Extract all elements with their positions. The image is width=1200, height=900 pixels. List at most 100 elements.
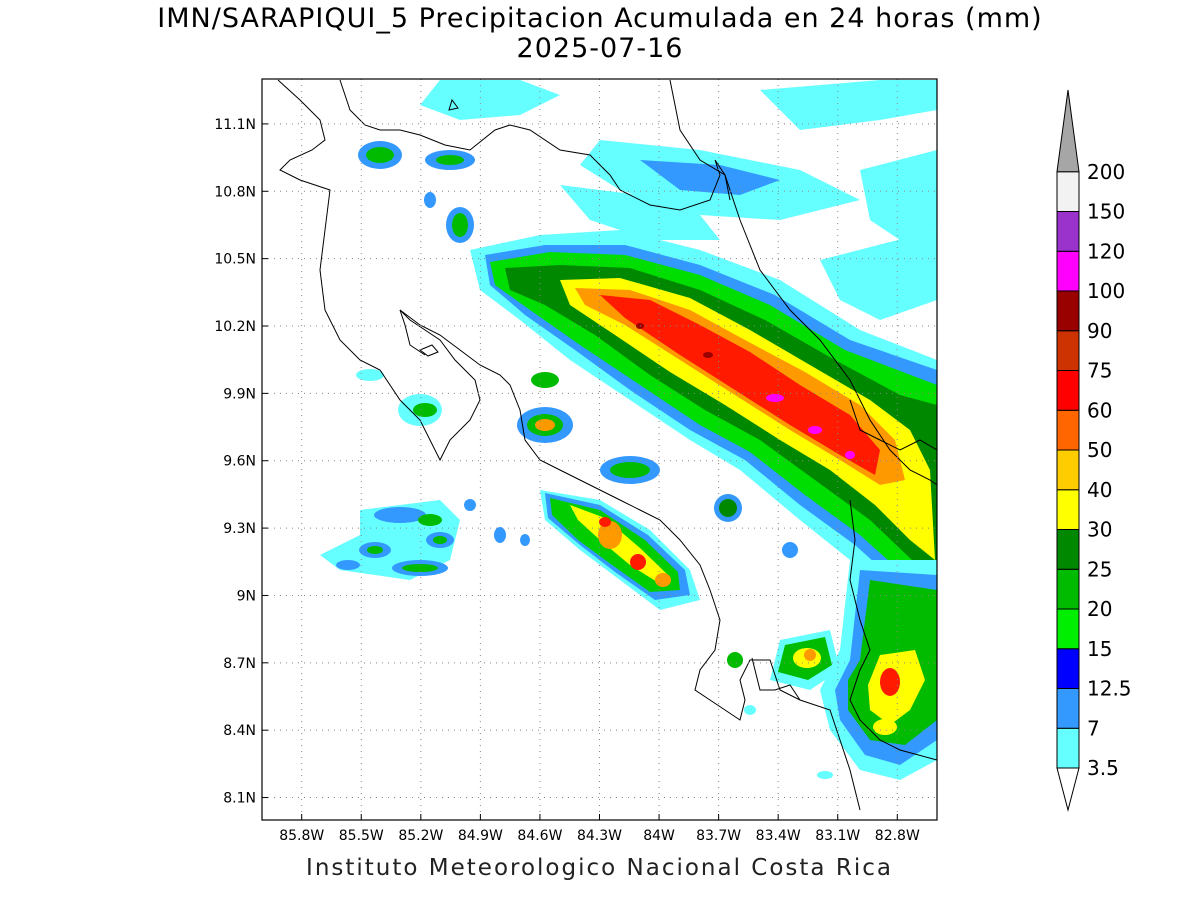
precip-area-darkgreen [505, 265, 937, 570]
lon-tick-label: 84.6W [517, 828, 562, 844]
lon-tick-label: 84.9W [458, 828, 503, 844]
lat-tick-label: 10.2N [214, 319, 256, 335]
precip-cell [599, 517, 611, 527]
precip-cell [531, 372, 559, 388]
precip-cell [424, 192, 436, 208]
precip-area-light [820, 230, 937, 320]
lon-tick-label: 85.8W [279, 828, 324, 844]
colorbar-label: 30 [1087, 518, 1112, 542]
institution-footer: Instituto Meteorologico Nacional Costa R… [306, 855, 893, 881]
lat-tick-label: 9.9N [223, 386, 256, 402]
colorbar-segment [1056, 727, 1080, 769]
precip-cell [494, 527, 506, 543]
precip-area-light [420, 80, 560, 120]
colorbar-label: 3.5 [1087, 756, 1119, 780]
precip-cell [535, 419, 555, 431]
lat-tick-label: 10.5N [214, 252, 256, 268]
san-juan-border [619, 159, 731, 211]
colorbar-segment [1056, 370, 1080, 411]
colorbar-segment [1056, 89, 1080, 173]
colorbar-segment [1056, 648, 1080, 689]
lat-tick-label: 8.1N [223, 791, 256, 807]
colorbar-segment [1056, 330, 1080, 371]
colorbar-label: 120 [1087, 239, 1125, 263]
lon-tick-label: 83.7W [696, 828, 741, 844]
map-title: IMN/SARAPIQUI_5 Precipitacion Acumulada … [157, 3, 1043, 34]
lon-tick-label: 84.3W [577, 828, 622, 844]
lon-tick-label: 83.1W [815, 828, 860, 844]
osa-peninsula [751, 657, 801, 701]
precip-cell [520, 534, 530, 546]
precip-cell [402, 564, 438, 572]
lat-tick-label: 9.3N [223, 521, 256, 537]
precip-cell [418, 514, 442, 526]
colorbar-label: 75 [1087, 359, 1112, 383]
precip-cell [610, 462, 650, 478]
colorbar-segment [1056, 449, 1080, 491]
colorbar-segment [1056, 529, 1080, 570]
colorbar-label: 25 [1087, 557, 1112, 581]
lake-nicaragua [339, 79, 621, 191]
precip-max-magenta [845, 451, 855, 459]
precip-cell [367, 546, 383, 554]
map-date: 2025-07-16 [516, 33, 684, 64]
precip-cell [817, 771, 833, 779]
colorbar-segment [1056, 409, 1080, 451]
precip-area-yellow [560, 278, 935, 560]
lon-tick-label: 85.5W [339, 828, 384, 844]
coastlines [277, 79, 937, 811]
latitude-axis: 11.1N 10.8N 10.5N 10.2N 9.9N 9.6N 9.3N 9N 8.7N 8.… [214, 117, 268, 807]
lat-tick-label: 9N [237, 588, 256, 604]
lat-tick-label: 10.8N [214, 184, 256, 200]
precip-cell [880, 668, 900, 696]
precip-cell [719, 499, 737, 517]
panama-border-south [849, 499, 937, 761]
precip-cell [744, 705, 756, 715]
lon-tick-label: 82.8W [875, 828, 920, 844]
colorbar-label: 40 [1087, 478, 1112, 502]
precip-cell [464, 499, 476, 511]
precip-cell [374, 507, 426, 523]
precip-cell [413, 403, 437, 417]
precip-cell [366, 147, 394, 163]
colorbar-segment [1056, 767, 1080, 812]
precip-field [320, 80, 937, 780]
precip-cell [356, 369, 384, 381]
colorbar-label: 60 [1087, 398, 1112, 422]
precip-cell [655, 573, 671, 587]
colorbar-label: 7 [1087, 716, 1100, 740]
precip-area-light [560, 185, 720, 240]
precip-cell [433, 536, 447, 544]
panama-border [849, 399, 937, 451]
island [448, 98, 459, 111]
lake-outline [419, 344, 439, 357]
lon-tick-label: 83.4W [756, 828, 801, 844]
precip-cell [436, 155, 464, 165]
lon-tick-label: 85.2W [398, 828, 443, 844]
colorbar-label: 200 [1087, 160, 1125, 184]
lat-tick-label: 8.7N [223, 656, 256, 672]
precip-max-magenta [808, 426, 822, 434]
colorbar: 3.5 7 12.5 15 20 25 30 40 50 60 75 90 100 120 150 200 [1056, 89, 1132, 812]
nicoya-peninsula [399, 309, 426, 356]
lat-tick-label: 9.6N [223, 454, 256, 470]
lat-tick-label: 8.4N [223, 723, 256, 739]
precip-max-darkred [703, 352, 713, 358]
precip-cell [782, 542, 798, 558]
nicoya-gulf-coast [399, 309, 861, 811]
lon-tick-label: 84W [643, 828, 675, 844]
colorbar-label: 20 [1087, 597, 1112, 621]
colorbar-segment [1056, 608, 1080, 650]
colorbar-label: 100 [1087, 279, 1125, 303]
precip-cell [336, 560, 360, 570]
precip-cell [804, 649, 816, 661]
colorbar-segment [1056, 290, 1080, 332]
precip-cell [873, 719, 897, 735]
colorbar-segment [1056, 211, 1080, 252]
precip-cell [452, 213, 468, 237]
lat-tick-label: 11.1N [214, 117, 256, 133]
colorbar-label: 150 [1087, 200, 1125, 224]
colorbar-label: 12.5 [1087, 677, 1132, 701]
precip-max-magenta [766, 394, 784, 402]
